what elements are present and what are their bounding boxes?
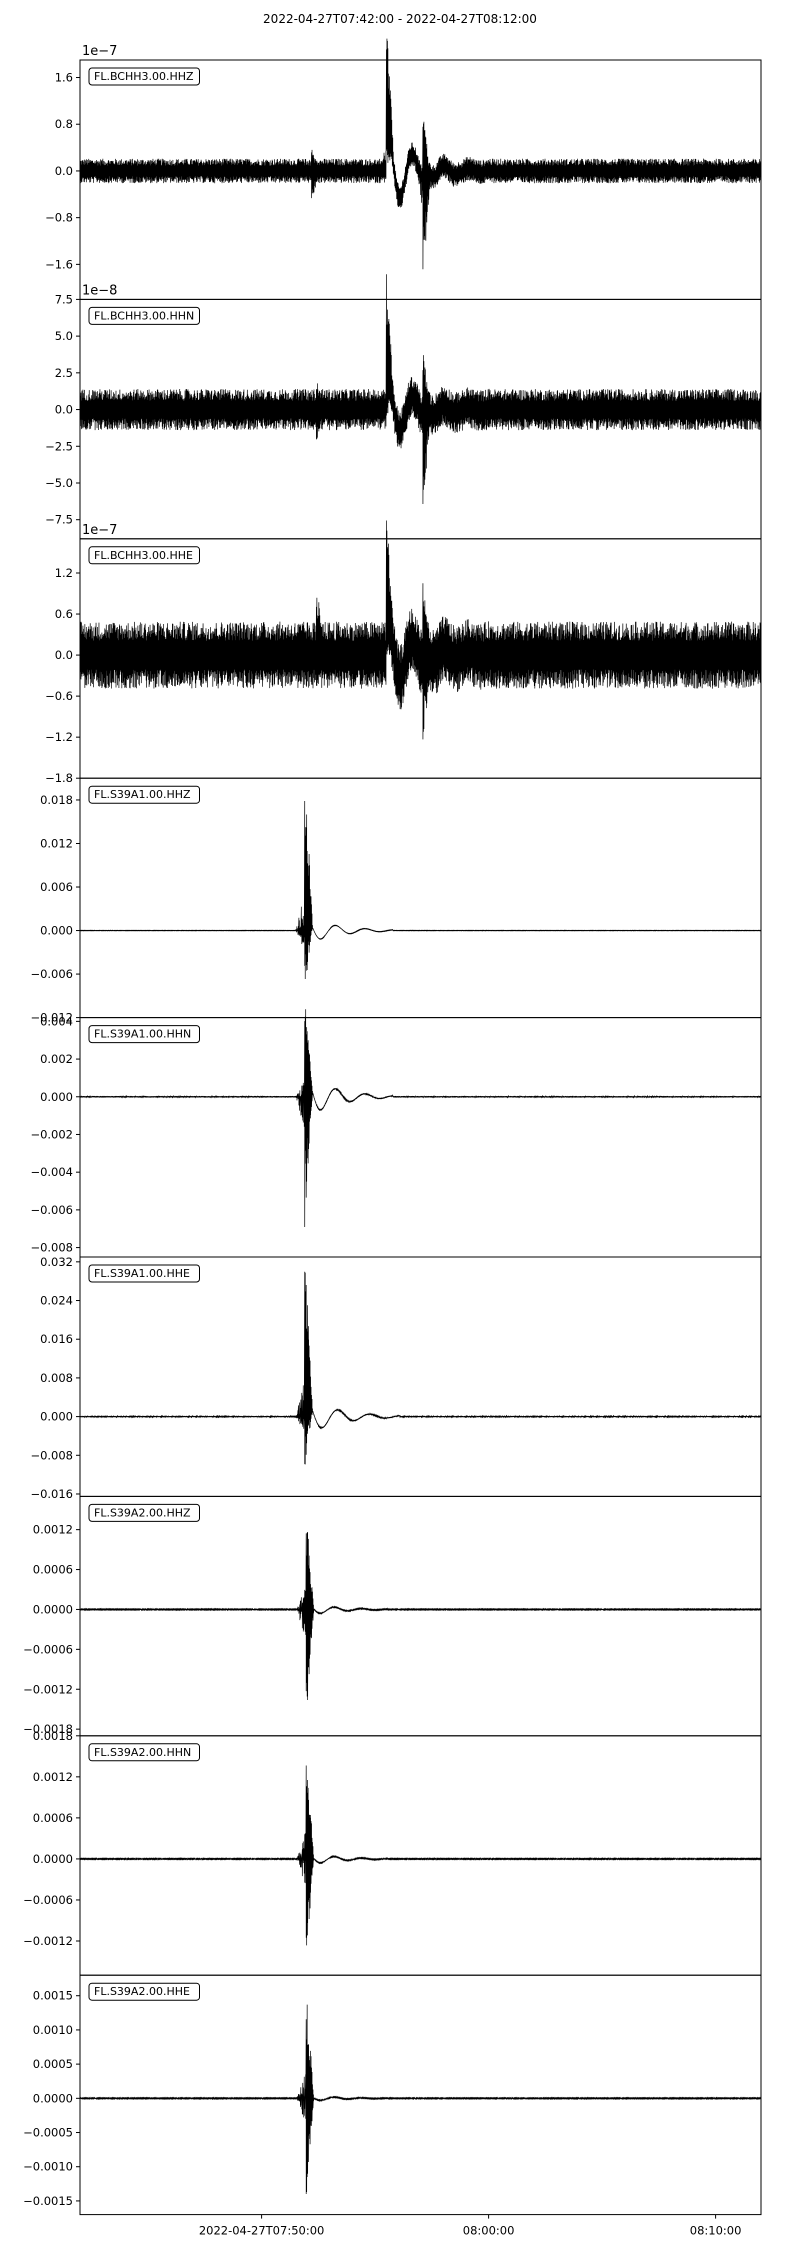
station-label-box [88, 67, 200, 86]
y-tick-label: 5.0 [55, 329, 73, 343]
panel-frame-8 [79, 1735, 762, 1976]
trace-line-4 [79, 800, 762, 980]
y-tick-label: 0.0006 [33, 1563, 73, 1577]
trace-line-6 [79, 1271, 762, 1465]
y-tick-label: 0.018 [40, 793, 73, 807]
y-tick-label: 0.006 [40, 880, 73, 894]
y-tick-label: −0.8 [45, 211, 73, 225]
y-tick-label: 1.6 [55, 71, 73, 85]
y-tick-label: 0.000 [40, 1090, 73, 1104]
y-exponent-label: 1e−8 [82, 283, 117, 298]
y-tick-label: −0.002 [30, 1127, 73, 1141]
y-tick-label: 0.000 [40, 1410, 73, 1424]
y-tick-label: 0.0 [55, 403, 73, 417]
station-label: FL.S39A2.00.HHN [94, 1746, 191, 1759]
panel-frame-6 [79, 1256, 762, 1497]
plot-title: 2022-04-27T07:42:00 - 2022-04-27T08:12:0… [263, 12, 537, 26]
y-tick-label: −0.0015 [23, 2194, 73, 2208]
x-tick-label: 08:10:00 [690, 2224, 742, 2238]
panel-frame-9 [79, 1974, 762, 2216]
y-tick-label: −0.0006 [23, 1642, 73, 1656]
y-tick-label: 0.0012 [33, 1523, 73, 1537]
y-tick-label: 0.0006 [33, 1811, 73, 1825]
x-tick-label: 2022-04-27T07:50:00 [199, 2224, 325, 2238]
y-tick-label: 0.0 [55, 648, 73, 662]
station-label: FL.S39A2.00.HHZ [94, 1506, 191, 1519]
trace-line-9 [79, 2004, 762, 2195]
panel-frame-7 [79, 1495, 762, 1737]
y-tick-label: 0.032 [40, 1255, 73, 1269]
x-tick-label: 08:00:00 [463, 2224, 515, 2238]
y-tick-label: −7.5 [45, 513, 73, 527]
y-tick-label: −2.5 [45, 439, 73, 453]
station-label: FL.S39A1.00.HHE [94, 1267, 190, 1280]
y-tick-label: 0.0000 [33, 1602, 73, 1616]
y-tick-label: 0.6 [55, 607, 73, 621]
trace-line-1 [79, 38, 762, 270]
y-tick-label: 1.2 [55, 566, 73, 580]
y-tick-label: 0.0005 [33, 2057, 73, 2071]
y-tick-label: 0.0000 [33, 1852, 73, 1866]
y-tick-label: −0.006 [30, 1203, 73, 1217]
station-label: FL.BCHH3.00.HHN [94, 309, 194, 322]
station-label: FL.BCHH3.00.HHE [94, 549, 193, 562]
station-label: FL.BCHH3.00.HHZ [94, 70, 194, 83]
y-tick-label: 0.008 [40, 1371, 73, 1385]
y-tick-label: 0.0012 [33, 1770, 73, 1784]
station-label-box [88, 1982, 200, 2001]
y-tick-label: −1.2 [45, 730, 73, 744]
trace-line-7 [79, 1532, 762, 1700]
station-label-box [88, 1264, 200, 1283]
trace-line-8 [79, 1765, 762, 1946]
station-label-box [88, 1743, 200, 1762]
y-tick-label: 0.000 [40, 924, 73, 938]
station-label-box [88, 1503, 200, 1522]
y-tick-label: −0.0010 [23, 2160, 73, 2174]
y-tick-label: −1.8 [45, 771, 73, 785]
y-tick-label: 0.016 [40, 1332, 73, 1346]
station-label-box [88, 306, 200, 325]
station-label: FL.S39A1.00.HHZ [94, 788, 191, 801]
y-tick-label: 0.024 [40, 1294, 73, 1308]
y-tick-label: −0.0018 [23, 1722, 73, 1736]
y-tick-label: 7.5 [55, 292, 73, 306]
station-label-box [88, 546, 200, 565]
y-tick-label: −0.0006 [23, 1893, 73, 1907]
y-tick-label: 0.002 [40, 1052, 73, 1066]
panel-frame-4 [79, 777, 762, 1019]
y-tick-label: 0.012 [40, 836, 73, 850]
y-tick-label: −0.008 [30, 1448, 73, 1462]
panel-frame-5 [79, 1017, 762, 1258]
y-tick-label: −0.0012 [23, 1934, 73, 1948]
y-tick-label: −0.0005 [23, 2126, 73, 2140]
y-tick-label: −5.0 [45, 476, 73, 490]
y-tick-label: −0.004 [30, 1165, 73, 1179]
y-tick-label: 0.004 [40, 1014, 73, 1028]
y-tick-label: 2.5 [55, 366, 73, 380]
y-tick-label: 0.0010 [33, 2023, 73, 2037]
y-tick-label: −0.0012 [23, 1682, 73, 1696]
y-tick-label: 0.0000 [33, 2091, 73, 2105]
y-tick-label: 0.0018 [33, 1729, 73, 1743]
y-tick-label: 0.8 [55, 117, 73, 131]
y-exponent-label: 1e−7 [82, 523, 117, 538]
y-tick-label: −0.008 [30, 1241, 73, 1255]
y-tick-label: 0.0 [55, 164, 73, 178]
station-label-box [88, 1025, 200, 1044]
y-tick-label: −1.6 [45, 257, 73, 271]
y-tick-label: −0.6 [45, 689, 73, 703]
station-label-box [88, 785, 200, 804]
trace-line-5 [79, 1009, 762, 1228]
y-tick-label: −0.016 [30, 1487, 73, 1501]
station-label: FL.S39A1.00.HHN [94, 1028, 191, 1041]
trace-line-2 [79, 274, 762, 504]
station-label: FL.S39A2.00.HHE [94, 1985, 190, 1998]
y-tick-label: 0.0015 [33, 1989, 73, 2003]
trace-line-3 [79, 520, 762, 740]
y-tick-label: −0.006 [30, 967, 73, 981]
y-exponent-label: 1e−7 [82, 44, 117, 59]
y-tick-label: −0.012 [30, 1011, 73, 1025]
